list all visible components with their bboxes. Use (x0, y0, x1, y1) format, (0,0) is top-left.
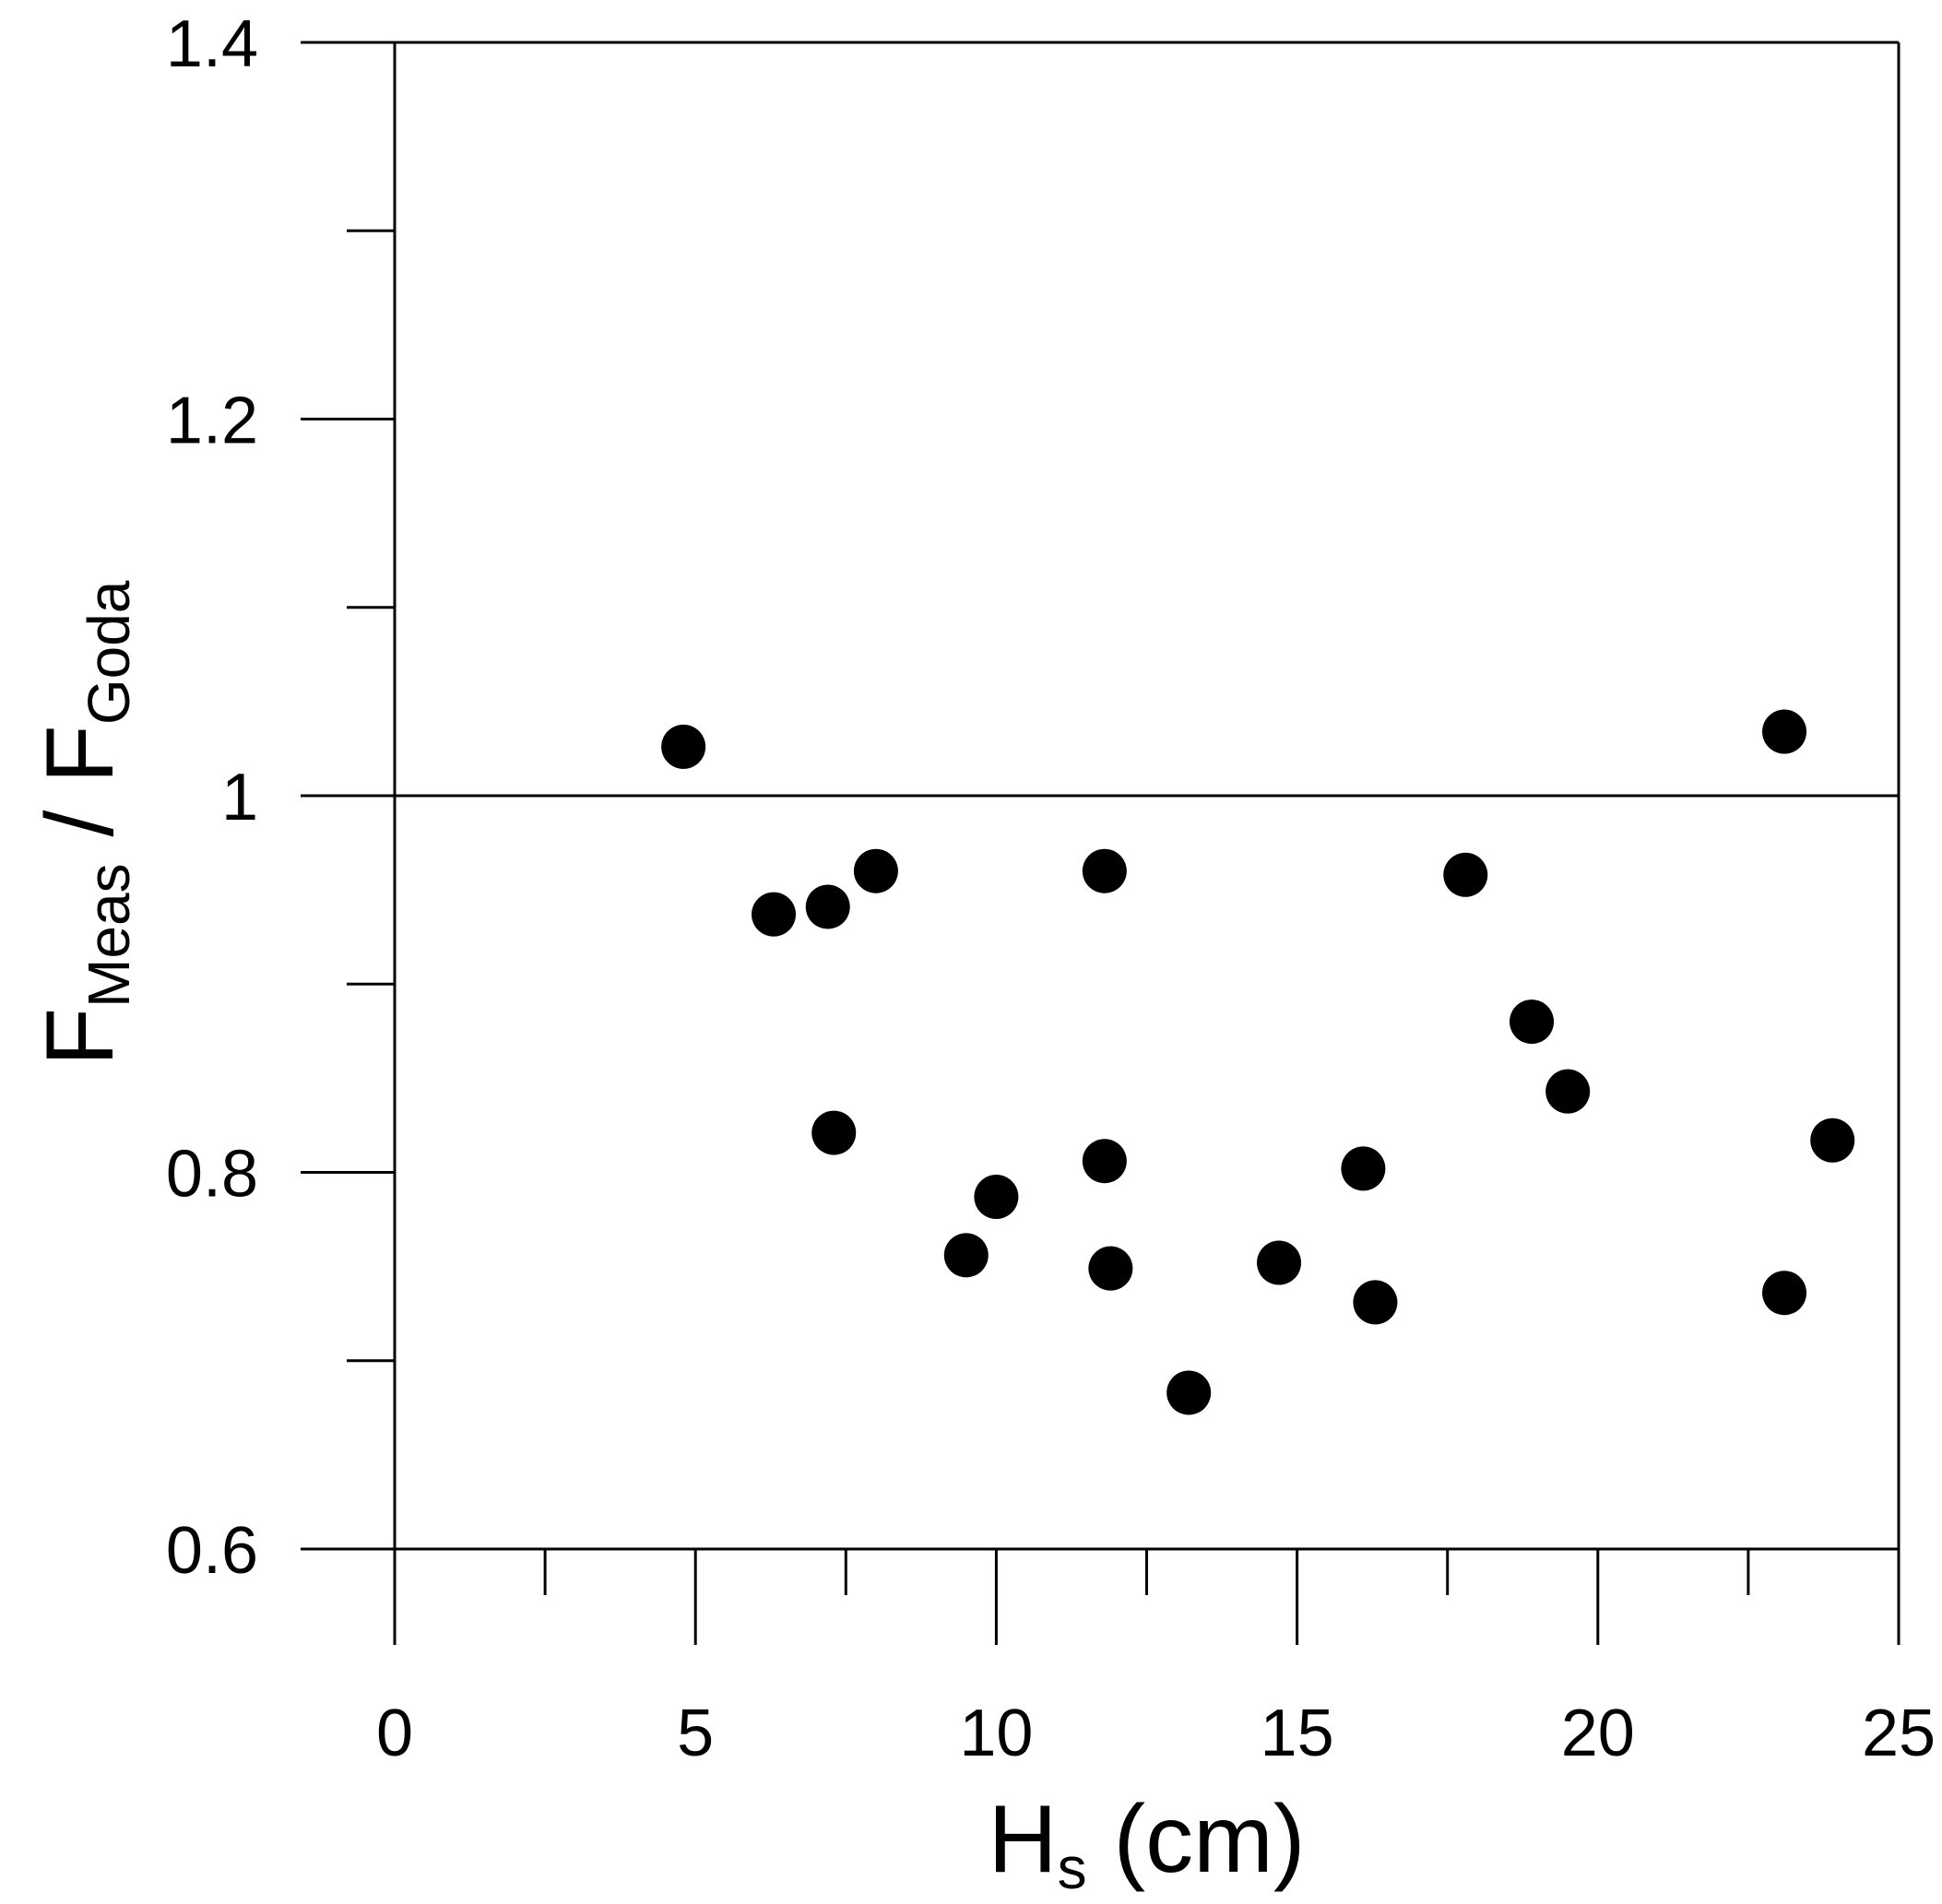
data-point (1443, 852, 1488, 897)
y-tick-label: 1.4 (166, 7, 258, 81)
axes (301, 41, 1901, 1645)
data-point (752, 892, 797, 937)
x-tick-label: 25 (1862, 1697, 1936, 1770)
y-tick-label: 1.2 (166, 384, 258, 458)
data-point (661, 724, 706, 769)
data-point (1545, 1069, 1591, 1114)
data-point (1341, 1146, 1386, 1191)
data-points (661, 709, 1855, 1415)
y-tick-label: 0.6 (166, 1514, 258, 1588)
y-tick-label: 1 (221, 761, 258, 834)
y-axis-ticks: 0.6 0.8 1 1.2 1.4 (166, 7, 395, 1588)
x-tick-label: 20 (1561, 1697, 1635, 1770)
data-point (974, 1175, 1019, 1220)
data-point (1257, 1240, 1302, 1285)
data-point (1762, 709, 1807, 754)
y-tick-label: 0.8 (166, 1138, 258, 1212)
data-point (1082, 848, 1127, 893)
data-point (1510, 999, 1555, 1045)
x-tick-label: 0 (376, 1697, 413, 1770)
data-point (1353, 1280, 1398, 1325)
x-axis-label: Hs (cm) (989, 1786, 1306, 1901)
data-point (943, 1233, 989, 1278)
data-point (1166, 1370, 1212, 1415)
data-point (1082, 1139, 1127, 1184)
data-point (853, 848, 898, 893)
x-tick-label: 10 (959, 1697, 1033, 1770)
data-point (811, 1110, 857, 1155)
y-axis-label: FMeas / FGoda (27, 580, 142, 1066)
data-point (1088, 1246, 1133, 1291)
data-point (1810, 1118, 1855, 1163)
data-point (1762, 1271, 1807, 1316)
x-tick-label: 15 (1261, 1697, 1334, 1770)
x-tick-label: 5 (677, 1697, 714, 1770)
x-axis-ticks: 0 5 10 15 20 25 (376, 1549, 1936, 1770)
data-point (805, 884, 850, 929)
